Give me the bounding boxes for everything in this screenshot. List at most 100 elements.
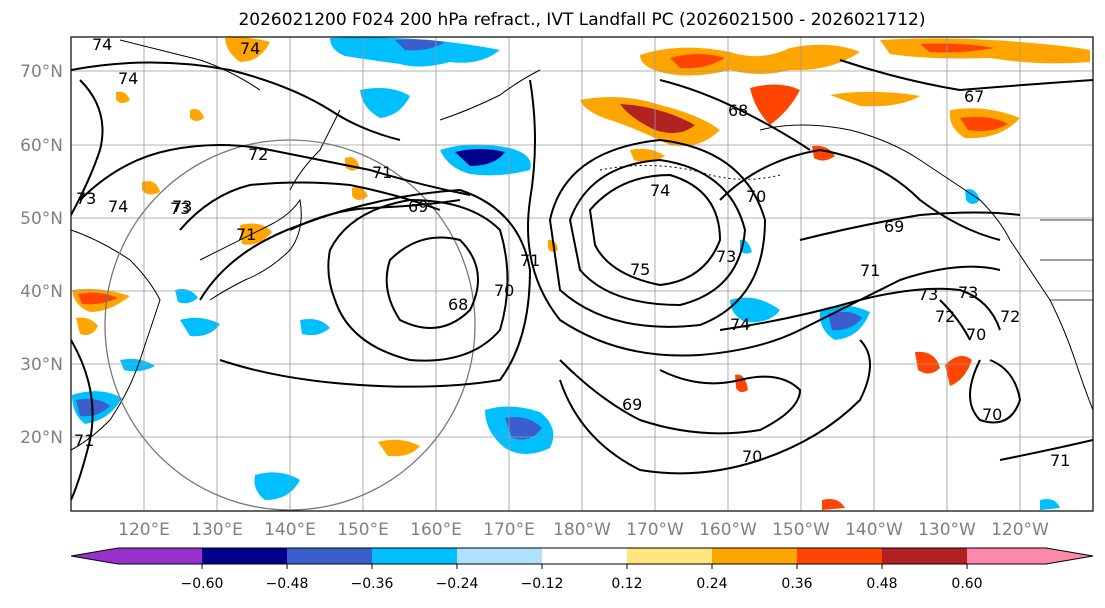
contour-72	[79, 144, 471, 201]
pos-anomaly-south	[822, 499, 845, 510]
colorbar-tick-label: 0.24	[696, 576, 727, 592]
contour-label: 69	[884, 217, 904, 236]
contour-label: 68	[728, 101, 748, 120]
landfall-circle	[104, 139, 476, 511]
lon-label: 170°E	[483, 520, 535, 540]
contour-75-high	[588, 173, 722, 287]
pos-anomaly-core	[670, 54, 725, 69]
coast-kamchatka	[439, 69, 541, 121]
contour-label: 73	[958, 283, 978, 302]
contour-label: 69	[408, 197, 428, 216]
pos-anomaly-dot-1	[116, 91, 130, 103]
lon-label: 130°W	[918, 520, 976, 540]
contour-label: 72	[248, 145, 268, 164]
colorbar-tick-label: 0.36	[781, 576, 812, 592]
coast-east-asia	[71, 229, 161, 451]
pos-anomaly-dot-4	[352, 187, 368, 200]
contour-label: 68	[448, 295, 468, 314]
pos-anomaly-canada-core	[960, 116, 1008, 132]
colorbar-extend-high	[1046, 548, 1093, 564]
coast-arctic	[119, 39, 261, 91]
contour-label: 70	[742, 447, 762, 466]
contour-73-high	[548, 138, 767, 328]
contour-label: 74	[108, 197, 128, 216]
colorbar-segment	[287, 548, 373, 564]
neg-anomaly-arctic-core	[395, 39, 445, 51]
pos-anomaly-japan	[240, 223, 272, 245]
contour-label: 73	[918, 285, 938, 304]
contour-label: 74	[730, 315, 750, 334]
contour-label: 71	[74, 431, 94, 450]
contour-label: 73	[172, 197, 192, 216]
contour-67	[839, 59, 1093, 92]
lat-axis: 70°N 60°N 50°N 40°N 30°N 20°N	[20, 62, 63, 448]
pos-anomaly-n-pac	[630, 148, 665, 163]
contour-label: 71	[372, 163, 392, 182]
pos-anomaly-dot-2	[190, 109, 204, 121]
contour-label: 70	[982, 405, 1002, 424]
lat-label: 70°N	[20, 62, 63, 82]
contour-69-e	[799, 211, 1021, 241]
lat-label: 50°N	[20, 209, 63, 229]
contour-70-low	[327, 198, 509, 362]
colorbar-segment	[202, 548, 288, 564]
pos-anomaly-china-core	[78, 292, 118, 305]
contour-label: 71	[860, 261, 880, 280]
contour-71-low	[199, 188, 532, 388]
contour-71-w	[71, 339, 94, 501]
lon-label: 140°W	[845, 520, 903, 540]
contour-label-group: 74 74 72 71 73 74 73 71 69 71 70 68 74 7…	[74, 37, 1070, 470]
contour-74-high	[568, 158, 747, 307]
map-panel: 74 74 72 71 73 74 73 71 69 71 70 68 74 7…	[71, 37, 1093, 511]
contour-label: 74	[118, 69, 138, 88]
contour-71-ridge	[527, 79, 1001, 357]
contour-label: 74	[240, 39, 260, 58]
pos-anomaly-alaska	[750, 84, 800, 125]
lon-label: 120°E	[118, 520, 170, 540]
pos-anomaly-bering-core	[620, 104, 695, 134]
colorbar-tick-labels: −0.60 −0.48 −0.36 −0.24 −0.12 0.12 0.24 …	[181, 576, 983, 592]
contour-68-low	[385, 236, 479, 329]
lon-label: 170°W	[626, 520, 684, 540]
lon-label: 160°E	[410, 520, 462, 540]
contour-69-s	[559, 359, 802, 435]
colorbar-segment	[542, 548, 628, 564]
coast-north-america	[759, 124, 1093, 411]
contour-label: 73	[170, 199, 190, 218]
colorbar-tick-label: 0.48	[866, 576, 897, 592]
colorbar-tick-label: −0.48	[266, 576, 309, 592]
colorbar-tick-label: −0.12	[521, 576, 564, 592]
colorbar-segment	[117, 548, 203, 564]
pos-anomaly-yukon	[830, 91, 920, 107]
neg-anomaly-kamchatka-core	[455, 149, 505, 166]
colorbar-segment	[882, 548, 968, 564]
contour-label: 73	[76, 189, 96, 208]
colorbar-tick-label: 0.12	[611, 576, 642, 592]
refractivity-contours	[71, 59, 1093, 501]
lat-label: 60°N	[20, 136, 63, 156]
contour-label: 73	[716, 247, 736, 266]
pos-anomaly-tropics	[378, 439, 420, 457]
shaded-anomalies	[72, 37, 1090, 510]
contour-68-arctic	[659, 79, 811, 151]
lon-label: 180°W	[553, 520, 611, 540]
lat-label: 40°N	[20, 282, 63, 302]
graticule	[71, 37, 1093, 511]
contour-label: 70	[746, 187, 766, 206]
contour-73-e	[939, 299, 971, 341]
colorbar-tick-label: −0.36	[351, 576, 394, 592]
pos-anomaly-siberia	[225, 37, 270, 62]
lat-label: 30°N	[20, 355, 63, 375]
contour-label: 75	[630, 260, 650, 279]
neg-anomaly-okhotsk	[360, 88, 410, 118]
figure-title: 2026021200 F024 200 hPa refract., IVT La…	[238, 10, 925, 30]
colorbar-tick-label: 0.60	[951, 576, 982, 592]
neg-anomaly-arctic	[330, 37, 500, 67]
colorbar-segment	[457, 548, 543, 564]
colorbar-tick-label: −0.60	[181, 576, 224, 592]
pos-anomaly-dot-5	[142, 181, 160, 195]
lat-label: 20°N	[20, 428, 63, 448]
contour-70-e	[969, 359, 1022, 424]
pos-anomaly-sw-2	[945, 356, 972, 386]
